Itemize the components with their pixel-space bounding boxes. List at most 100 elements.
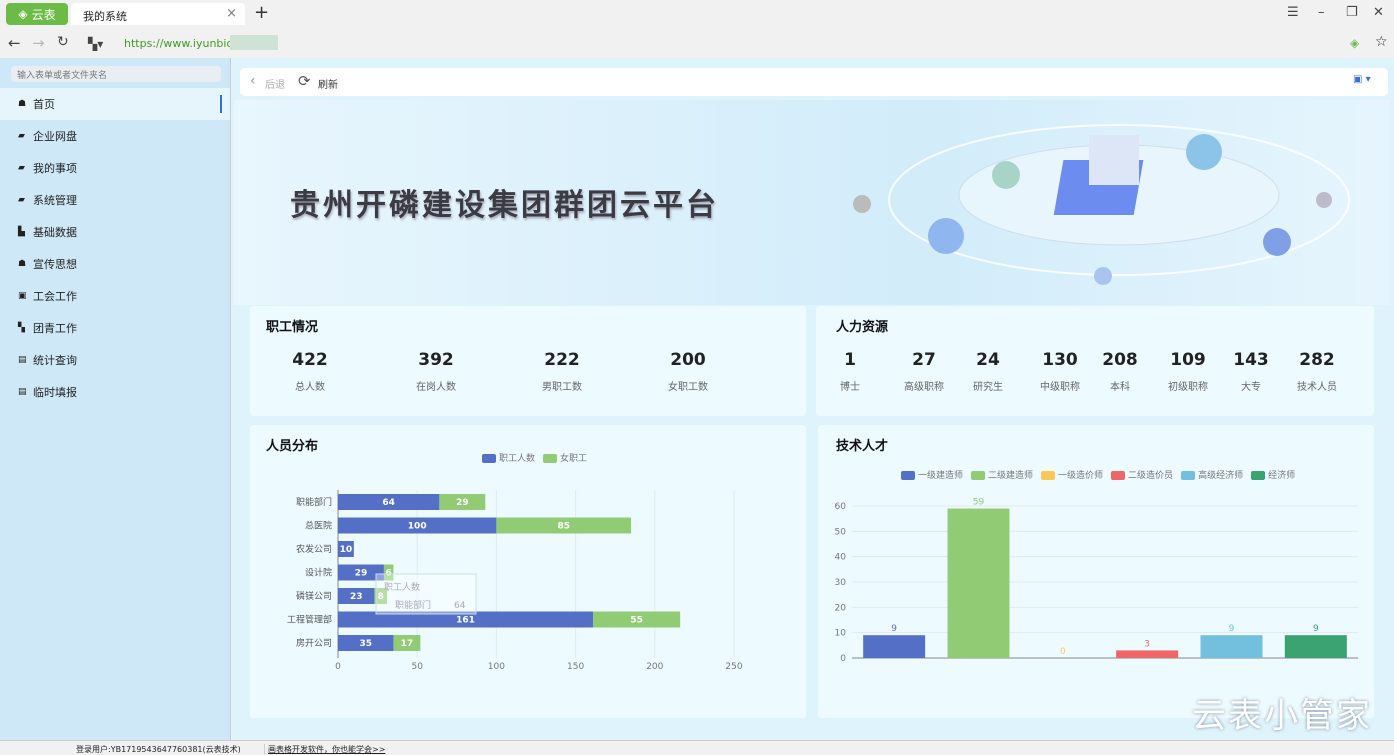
promo-link[interactable]: 画表格开发软件，你也能学会>> [264, 744, 385, 755]
sidebar-item-label: 首页 [33, 98, 55, 111]
sidebar-item[interactable]: ▰ 系统管理 [0, 184, 230, 216]
staff-title: 职工情况 [266, 320, 319, 335]
bar [1116, 650, 1179, 658]
legend-item[interactable]: 职工人数 [482, 451, 535, 464]
sidebar-item[interactable]: ▰ 我的事项 [0, 152, 230, 184]
url-redacted [230, 35, 278, 50]
legend-item[interactable]: 一级建造师 [901, 468, 963, 481]
stat-value: 222 [544, 350, 580, 370]
legend-item[interactable]: 女职工 [543, 451, 587, 464]
close-window-icon[interactable]: ✕ [1373, 5, 1384, 20]
menu-icon[interactable]: ☰ [1287, 5, 1299, 20]
new-tab-button[interactable]: + [254, 2, 270, 23]
back-button[interactable]: 后退 [265, 80, 285, 91]
extension-icon[interactable]: ◈ [1350, 36, 1360, 50]
y-tick-label: 职能部门 [296, 496, 332, 508]
sidebar-item-label: 工会工作 [33, 290, 77, 303]
legend-item[interactable]: 二级造价员 [1111, 468, 1173, 481]
legend-swatch [482, 454, 496, 463]
legend-label: 高级经济师 [1198, 471, 1244, 481]
stat-value: 422 [292, 350, 328, 370]
legend-item[interactable]: 二级建造师 [971, 468, 1033, 481]
sidebar-item-icon: ▰ [18, 195, 25, 205]
restore-icon[interactable]: ❐ [1346, 5, 1358, 20]
bar [383, 564, 394, 581]
banner [234, 100, 1390, 305]
bar-label: 9 [1229, 624, 1235, 634]
browser-tab[interactable]: 我的系统 × [71, 3, 245, 25]
sidebar-item[interactable]: ☗ 首页 [0, 88, 230, 120]
stat-value: 1 [844, 350, 856, 370]
sidebar: 输入表单或者文件夹名 ☗ 首页 ▰ 企业网盘 ▰ 我的事项 ▰ 系统管理 ▙ 基础数据 ☗ 宣传思想 ▣… [0, 58, 231, 740]
legend-swatch [1181, 471, 1196, 480]
legend-item[interactable]: 经济师 [1251, 468, 1295, 481]
minimize-icon[interactable]: – [1318, 5, 1325, 20]
legend-item[interactable]: 一级造价师 [1041, 468, 1103, 481]
brand-label: 云表 [31, 7, 56, 22]
stat-value: 143 [1233, 350, 1269, 370]
sidebar-item[interactable]: ▣ 工会工作 [0, 280, 230, 312]
distribution-legend: 职工人数 女职工 [482, 451, 587, 464]
back-icon[interactable]: ← [8, 34, 21, 52]
stat-value: 200 [670, 350, 706, 370]
bar-label: 8 [378, 592, 384, 602]
stat-item: 143 大专 [1206, 350, 1296, 393]
bookmark-star-icon[interactable]: ☆ [1375, 34, 1388, 50]
url-field[interactable]: https://www.iyunbioo.cn [124, 37, 257, 50]
y-tick-label: 40 [835, 553, 847, 563]
sidebar-item-icon: ▤ [18, 387, 27, 397]
y-tick-label: 30 [835, 578, 847, 588]
x-tick-label: 150 [567, 662, 584, 672]
logo-icon: ◈ [18, 7, 28, 21]
legend-swatch [543, 454, 558, 463]
brand-button[interactable]: ◈ 云表 [6, 3, 68, 25]
stat-item: 24 研究生 [943, 350, 1033, 393]
bar [338, 611, 594, 628]
stat-item: 130 中级职称 [1015, 350, 1105, 393]
legend-swatch [971, 471, 986, 480]
bar [374, 588, 388, 604]
sidebar-item-icon: ▚ [18, 323, 25, 333]
sidebar-item[interactable]: ▰ 企业网盘 [0, 120, 230, 152]
legend-item[interactable]: 高级经济师 [1181, 468, 1243, 481]
forward-icon[interactable]: → [32, 34, 45, 52]
sidebar-search-input[interactable]: 输入表单或者文件夹名 [11, 66, 221, 82]
refresh-icon[interactable]: ⟳ [298, 72, 311, 90]
bar-label: 23 [350, 592, 363, 602]
close-tab-icon[interactable]: × [226, 6, 237, 21]
legend-swatch [1111, 471, 1126, 480]
apps-icon[interactable]: ▚▾ [88, 37, 104, 51]
display-icon[interactable]: ▣ ▾ [1353, 74, 1371, 85]
refresh-button[interactable]: 刷新 [318, 80, 338, 91]
sidebar-item-icon: ▰ [18, 163, 25, 173]
sidebar-item-label: 团青工作 [33, 322, 77, 335]
banner-title: 贵州开磷建设集团群团云平台 [290, 188, 719, 223]
stat-label: 在岗人数 [416, 382, 456, 393]
bar [338, 517, 497, 534]
tab-title: 我的系统 [83, 10, 127, 23]
tooltip-category: 职能部门 [395, 599, 431, 611]
sidebar-item[interactable]: ▤ 临时填报 [0, 376, 230, 408]
stat-value: 130 [1042, 350, 1078, 370]
stat-label: 技术人员 [1297, 382, 1337, 393]
sidebar-item-icon: ☗ [18, 99, 27, 109]
bar-label: 35 [359, 639, 372, 649]
bar-label: 0 [1060, 647, 1066, 657]
content-toolbar: ‹ 后退 ⟳ 刷新 ▣ ▾ [240, 68, 1388, 96]
stat-label: 研究生 [973, 382, 1003, 393]
sidebar-item[interactable]: ▚ 团青工作 [0, 312, 230, 344]
bar [338, 541, 354, 557]
y-tick-label: 20 [835, 603, 847, 613]
reload-icon[interactable]: ↻ [57, 34, 69, 50]
back-chevron-icon[interactable]: ‹ [250, 73, 256, 89]
stat-label: 大专 [1241, 382, 1261, 393]
bar [496, 517, 632, 534]
sidebar-item[interactable]: ▙ 基础数据 [0, 216, 230, 248]
x-tick-label: 250 [725, 662, 742, 672]
tooltip-value: 64 [454, 601, 466, 611]
sidebar-item-icon: ☗ [18, 259, 27, 269]
sidebar-item[interactable]: ☗ 宣传思想 [0, 248, 230, 280]
y-tick-label: 磷镁公司 [296, 590, 332, 602]
y-tick-label: 设计院 [305, 567, 332, 579]
sidebar-item[interactable]: ▤ 统计查询 [0, 344, 230, 376]
